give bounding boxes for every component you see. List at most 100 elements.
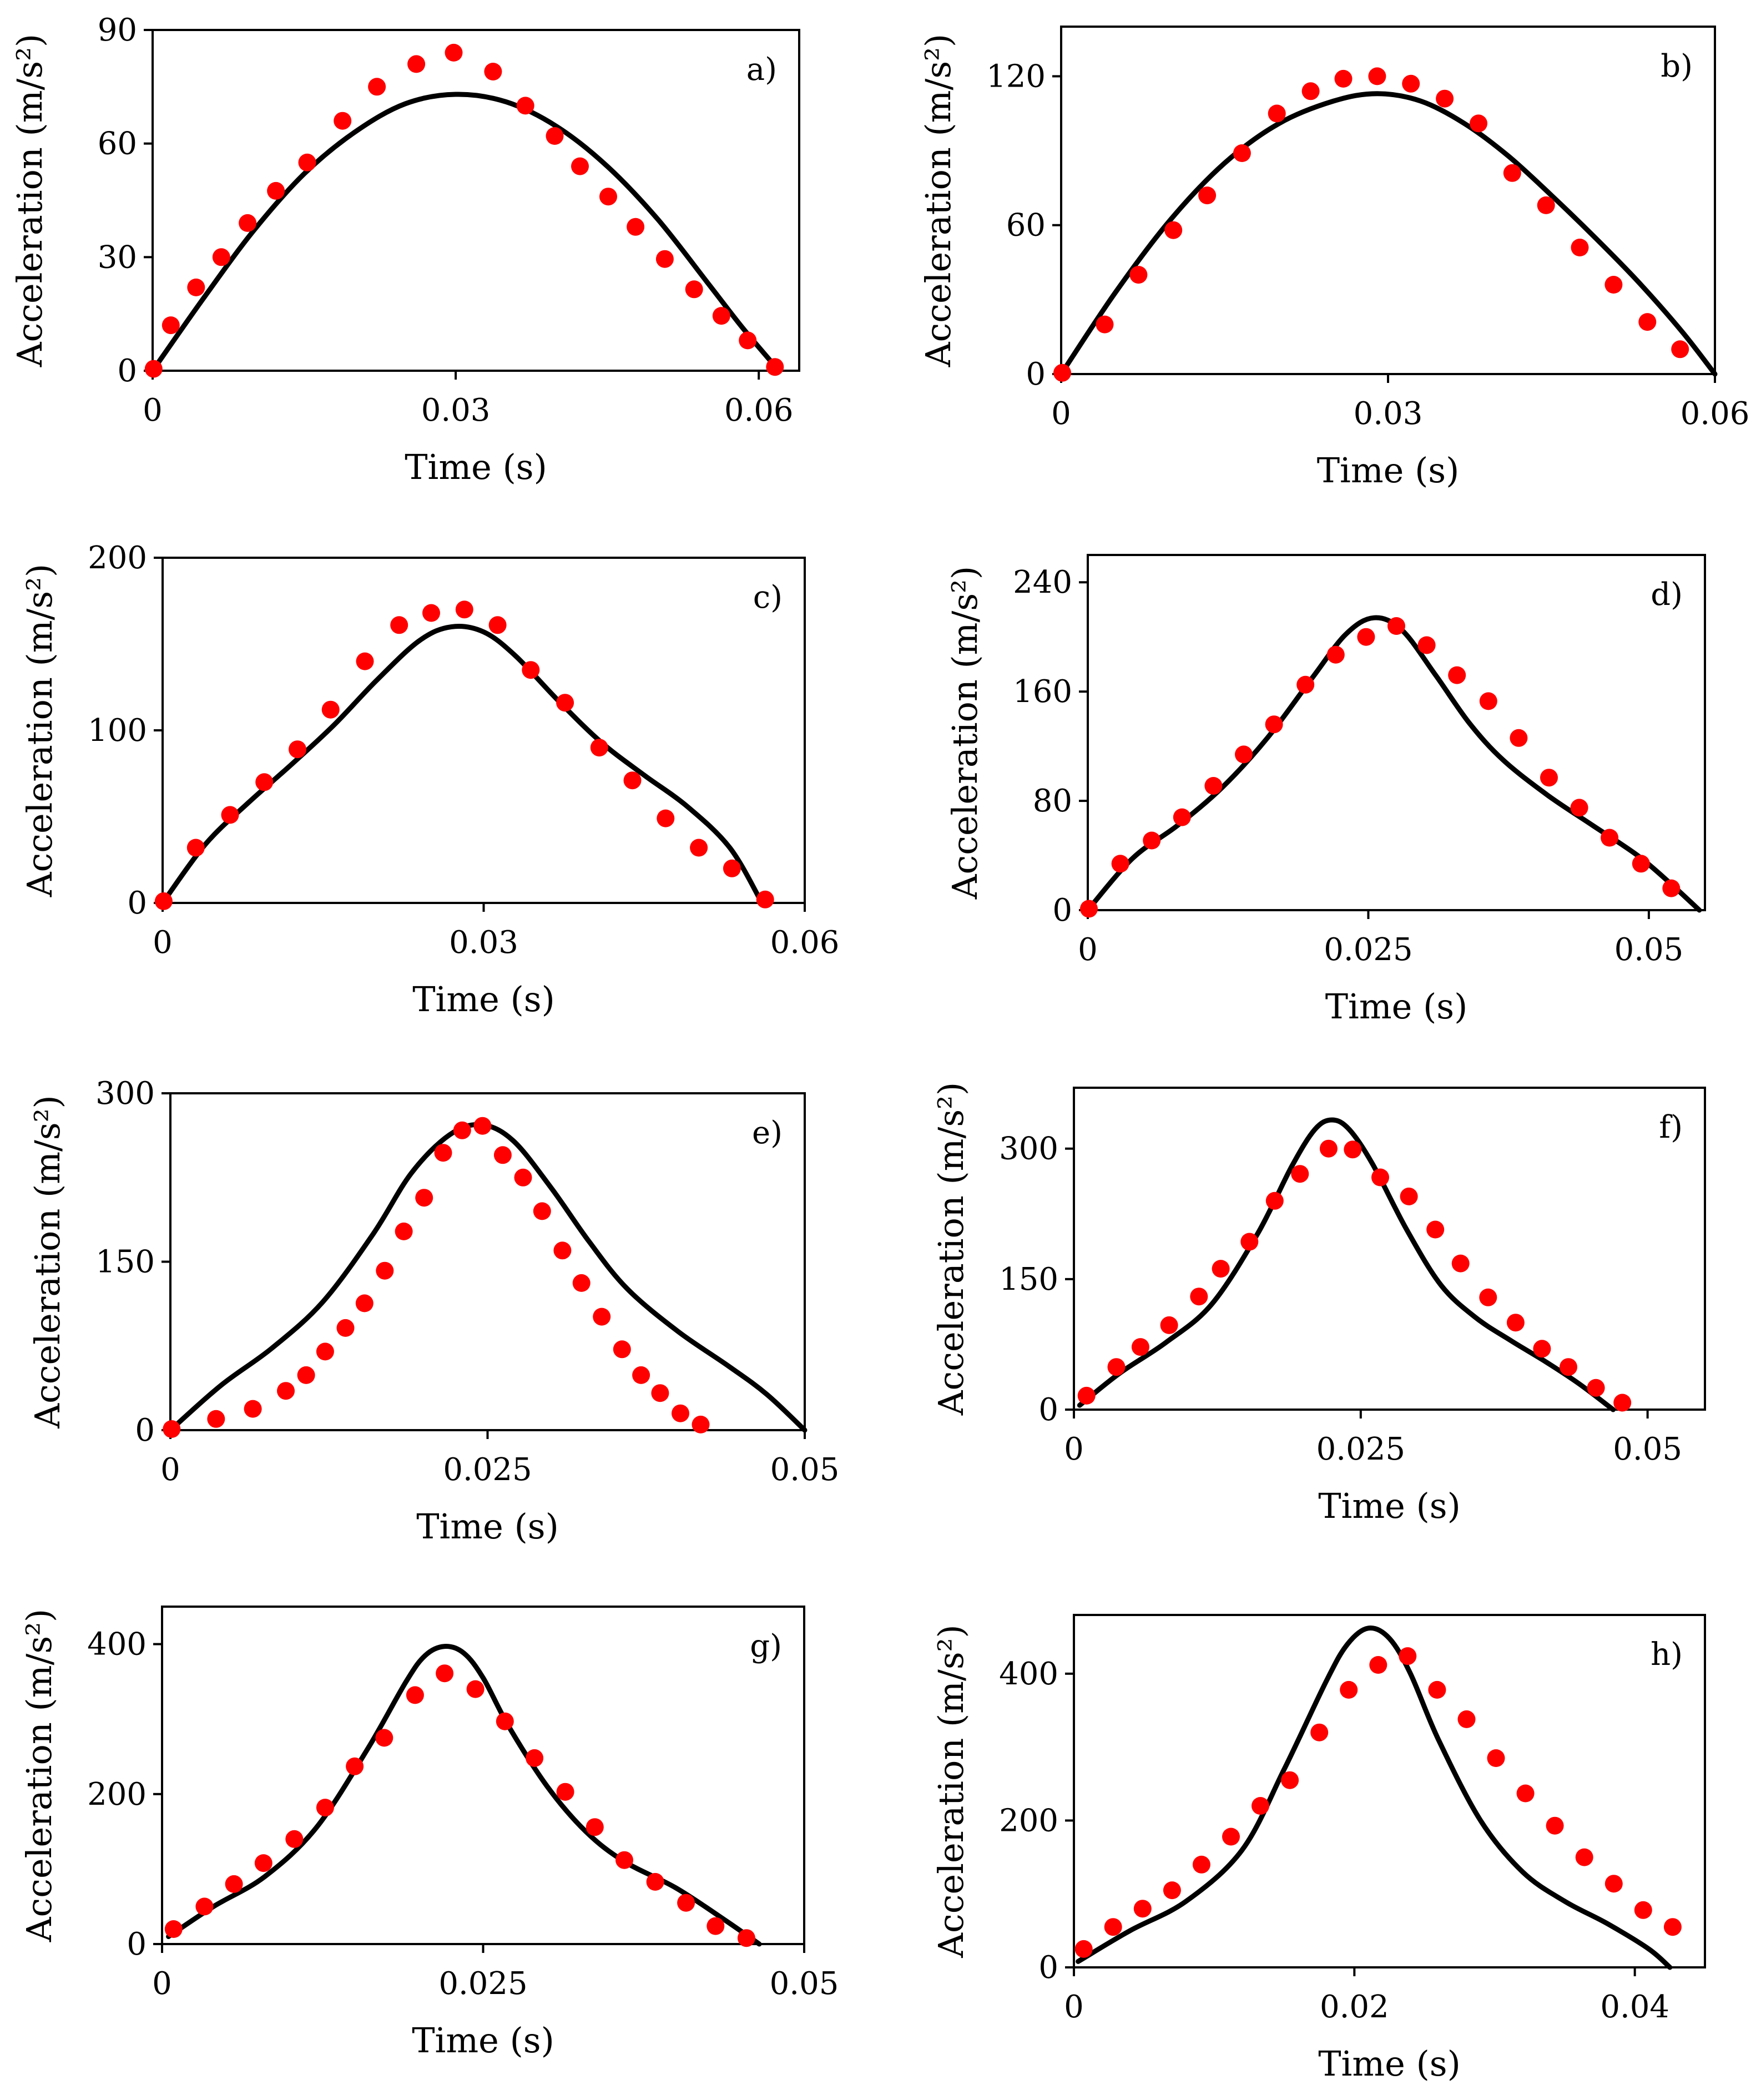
chart-4-measured-point [1265, 715, 1283, 734]
chart-6-model-line [1077, 1117, 1616, 1412]
chart-2-y-tick-label: 0 [1026, 356, 1046, 392]
chart-8-y-axis-title: Acceleration (m/s²) [931, 1624, 971, 1958]
chart-7-y-tick-label: 400 [87, 1627, 147, 1663]
chart-4-measured-point [1479, 692, 1497, 710]
chart-3-measured-point [321, 700, 340, 719]
chart-5-x-axis-title: Time (s) [416, 1506, 559, 1547]
chart-8-measured-point [1369, 1656, 1387, 1674]
chart-8-measured-point [1428, 1680, 1446, 1699]
chart-1-measured-point [187, 278, 205, 296]
chart-8-measured-point [1192, 1855, 1210, 1874]
chart-8-measured-point [1516, 1784, 1535, 1803]
chart-7-measured-point [316, 1799, 334, 1817]
chart-7-measured-point [254, 1854, 273, 1872]
chart-4-measured-point [1111, 855, 1129, 873]
chart-2-measured-point [1233, 144, 1251, 162]
chart-7-measured-point [707, 1917, 725, 1935]
chart-7-measured-point [225, 1875, 243, 1893]
chart-5-measured-point [473, 1117, 492, 1135]
chart-6-measured-point [1077, 1386, 1096, 1405]
chart-5-measured-point [395, 1222, 413, 1240]
chart-7-y-tick-label: 0 [127, 1926, 147, 1962]
chart-2-y-tick-label: 120 [986, 58, 1046, 94]
chart-4-y-axis-title: Acceleration (m/s²) [945, 566, 985, 900]
chart-6-measured-point [1451, 1254, 1470, 1273]
chart-7-measured-point [285, 1830, 304, 1848]
chart-6-measured-point [1107, 1358, 1126, 1376]
chart-4-measured-point [1357, 628, 1375, 646]
chart-6-measured-point [1479, 1288, 1497, 1306]
chart-7-measured-point [646, 1872, 664, 1891]
chart-5-x-tick-label: 0.05 [770, 1452, 840, 1488]
chart-2-measured-point [1638, 313, 1657, 331]
chart-2-measured-point [1571, 239, 1589, 256]
chart-4-model-line [1085, 615, 1702, 913]
chart-6-measured-point [1190, 1288, 1208, 1306]
chart-8-measured-point [1252, 1797, 1269, 1815]
chart-3-measured-point [186, 839, 205, 857]
chart-5-measured-point [493, 1146, 512, 1164]
chart-5-measured-point [453, 1121, 471, 1139]
chart-7-x-axis-title: Time (s) [412, 2020, 554, 2061]
chart-5-measured-point [593, 1308, 611, 1326]
chart-8-measured-point [1281, 1771, 1299, 1789]
chart-5-x-tick-label: 0 [160, 1452, 180, 1488]
chart-2-measured-point [1436, 89, 1454, 108]
chart-5-measured-point [297, 1366, 315, 1384]
chart-3-panel-label: c) [753, 579, 783, 615]
chart-4-measured-point [1540, 769, 1558, 787]
chart-3-measured-point [690, 839, 708, 857]
chart-2-y-tick-label: 60 [1006, 208, 1046, 244]
chart-6-measured-point [1560, 1358, 1577, 1376]
chart-1-measured-point [739, 331, 757, 350]
chart-8-panel-label: h) [1651, 1637, 1683, 1673]
chart-1-measured-point [267, 181, 285, 200]
chart-6-measured-point [1265, 1192, 1284, 1210]
chart-8-measured-point [1399, 1647, 1417, 1665]
chart-8-measured-point [1634, 1901, 1652, 1919]
chart-2-measured-point [1334, 69, 1353, 88]
chart-5-panel-label: e) [752, 1115, 783, 1151]
chart-6-measured-point [1212, 1260, 1230, 1278]
chart-3-measured-point [590, 739, 608, 757]
chart-2-x-tick-label: 0 [1051, 396, 1071, 432]
chart-6-x-tick-label: 0.025 [1316, 1431, 1405, 1467]
chart-7-measured-point [556, 1783, 574, 1801]
chart-1-measured-point [655, 250, 674, 268]
chart-6-measured-point [1160, 1316, 1178, 1334]
chart-4-measured-point [1601, 829, 1619, 847]
chart-6-x-tick-label: 0 [1064, 1431, 1084, 1467]
chart-1-x-axis-title: Time (s) [405, 447, 547, 487]
chart-3-measured-point [756, 890, 774, 908]
chart-2-measured-point [1096, 315, 1114, 334]
chart-7-measured-point [436, 1664, 454, 1683]
chart-6-y-axis-title: Acceleration (m/s²) [931, 1082, 971, 1416]
chart-8-y-tick-label: 400 [999, 1656, 1058, 1692]
chart-4-x-tick-label: 0.025 [1324, 932, 1412, 968]
chart-1-y-tick-label: 60 [98, 126, 137, 162]
chart-8-plot-frame [1073, 1614, 1706, 1968]
chart-3-measured-point [657, 809, 675, 827]
chart-4-measured-point [1080, 900, 1098, 918]
chart-2-panel-label: b) [1661, 48, 1693, 84]
chart-6-panel-label: f) [1659, 1109, 1683, 1145]
chart-7-y-tick-label: 200 [87, 1776, 147, 1813]
chart-7-measured-point [615, 1851, 633, 1869]
chart-1-y-tick-label: 0 [117, 353, 137, 389]
chart-4-measured-point [1632, 855, 1650, 873]
chart-1-panel: 0 0.03 0.06 0 30 60 90 Time (s) Acceleration (m/… [9, 12, 800, 487]
chart-5-measured-point [336, 1319, 355, 1337]
chart-5-measured-point [651, 1384, 669, 1402]
chart-4-x-axis-title: Time (s) [1325, 986, 1468, 1027]
chart-3-measured-point [255, 773, 274, 791]
chart-6-measured-point [1506, 1314, 1525, 1332]
chart-8-measured-point [1487, 1749, 1505, 1767]
chart-7-measured-point [375, 1729, 393, 1747]
chart-3-y-tick-label: 100 [88, 713, 147, 749]
chart-5-measured-point [244, 1400, 262, 1418]
chart-1-measured-point [162, 316, 180, 335]
chart-1-x-tick-label: 0.03 [421, 392, 491, 428]
chart-3-x-tick-label: 0 [153, 925, 173, 961]
chart-8-x-tick-label: 0.02 [1320, 1989, 1389, 2025]
